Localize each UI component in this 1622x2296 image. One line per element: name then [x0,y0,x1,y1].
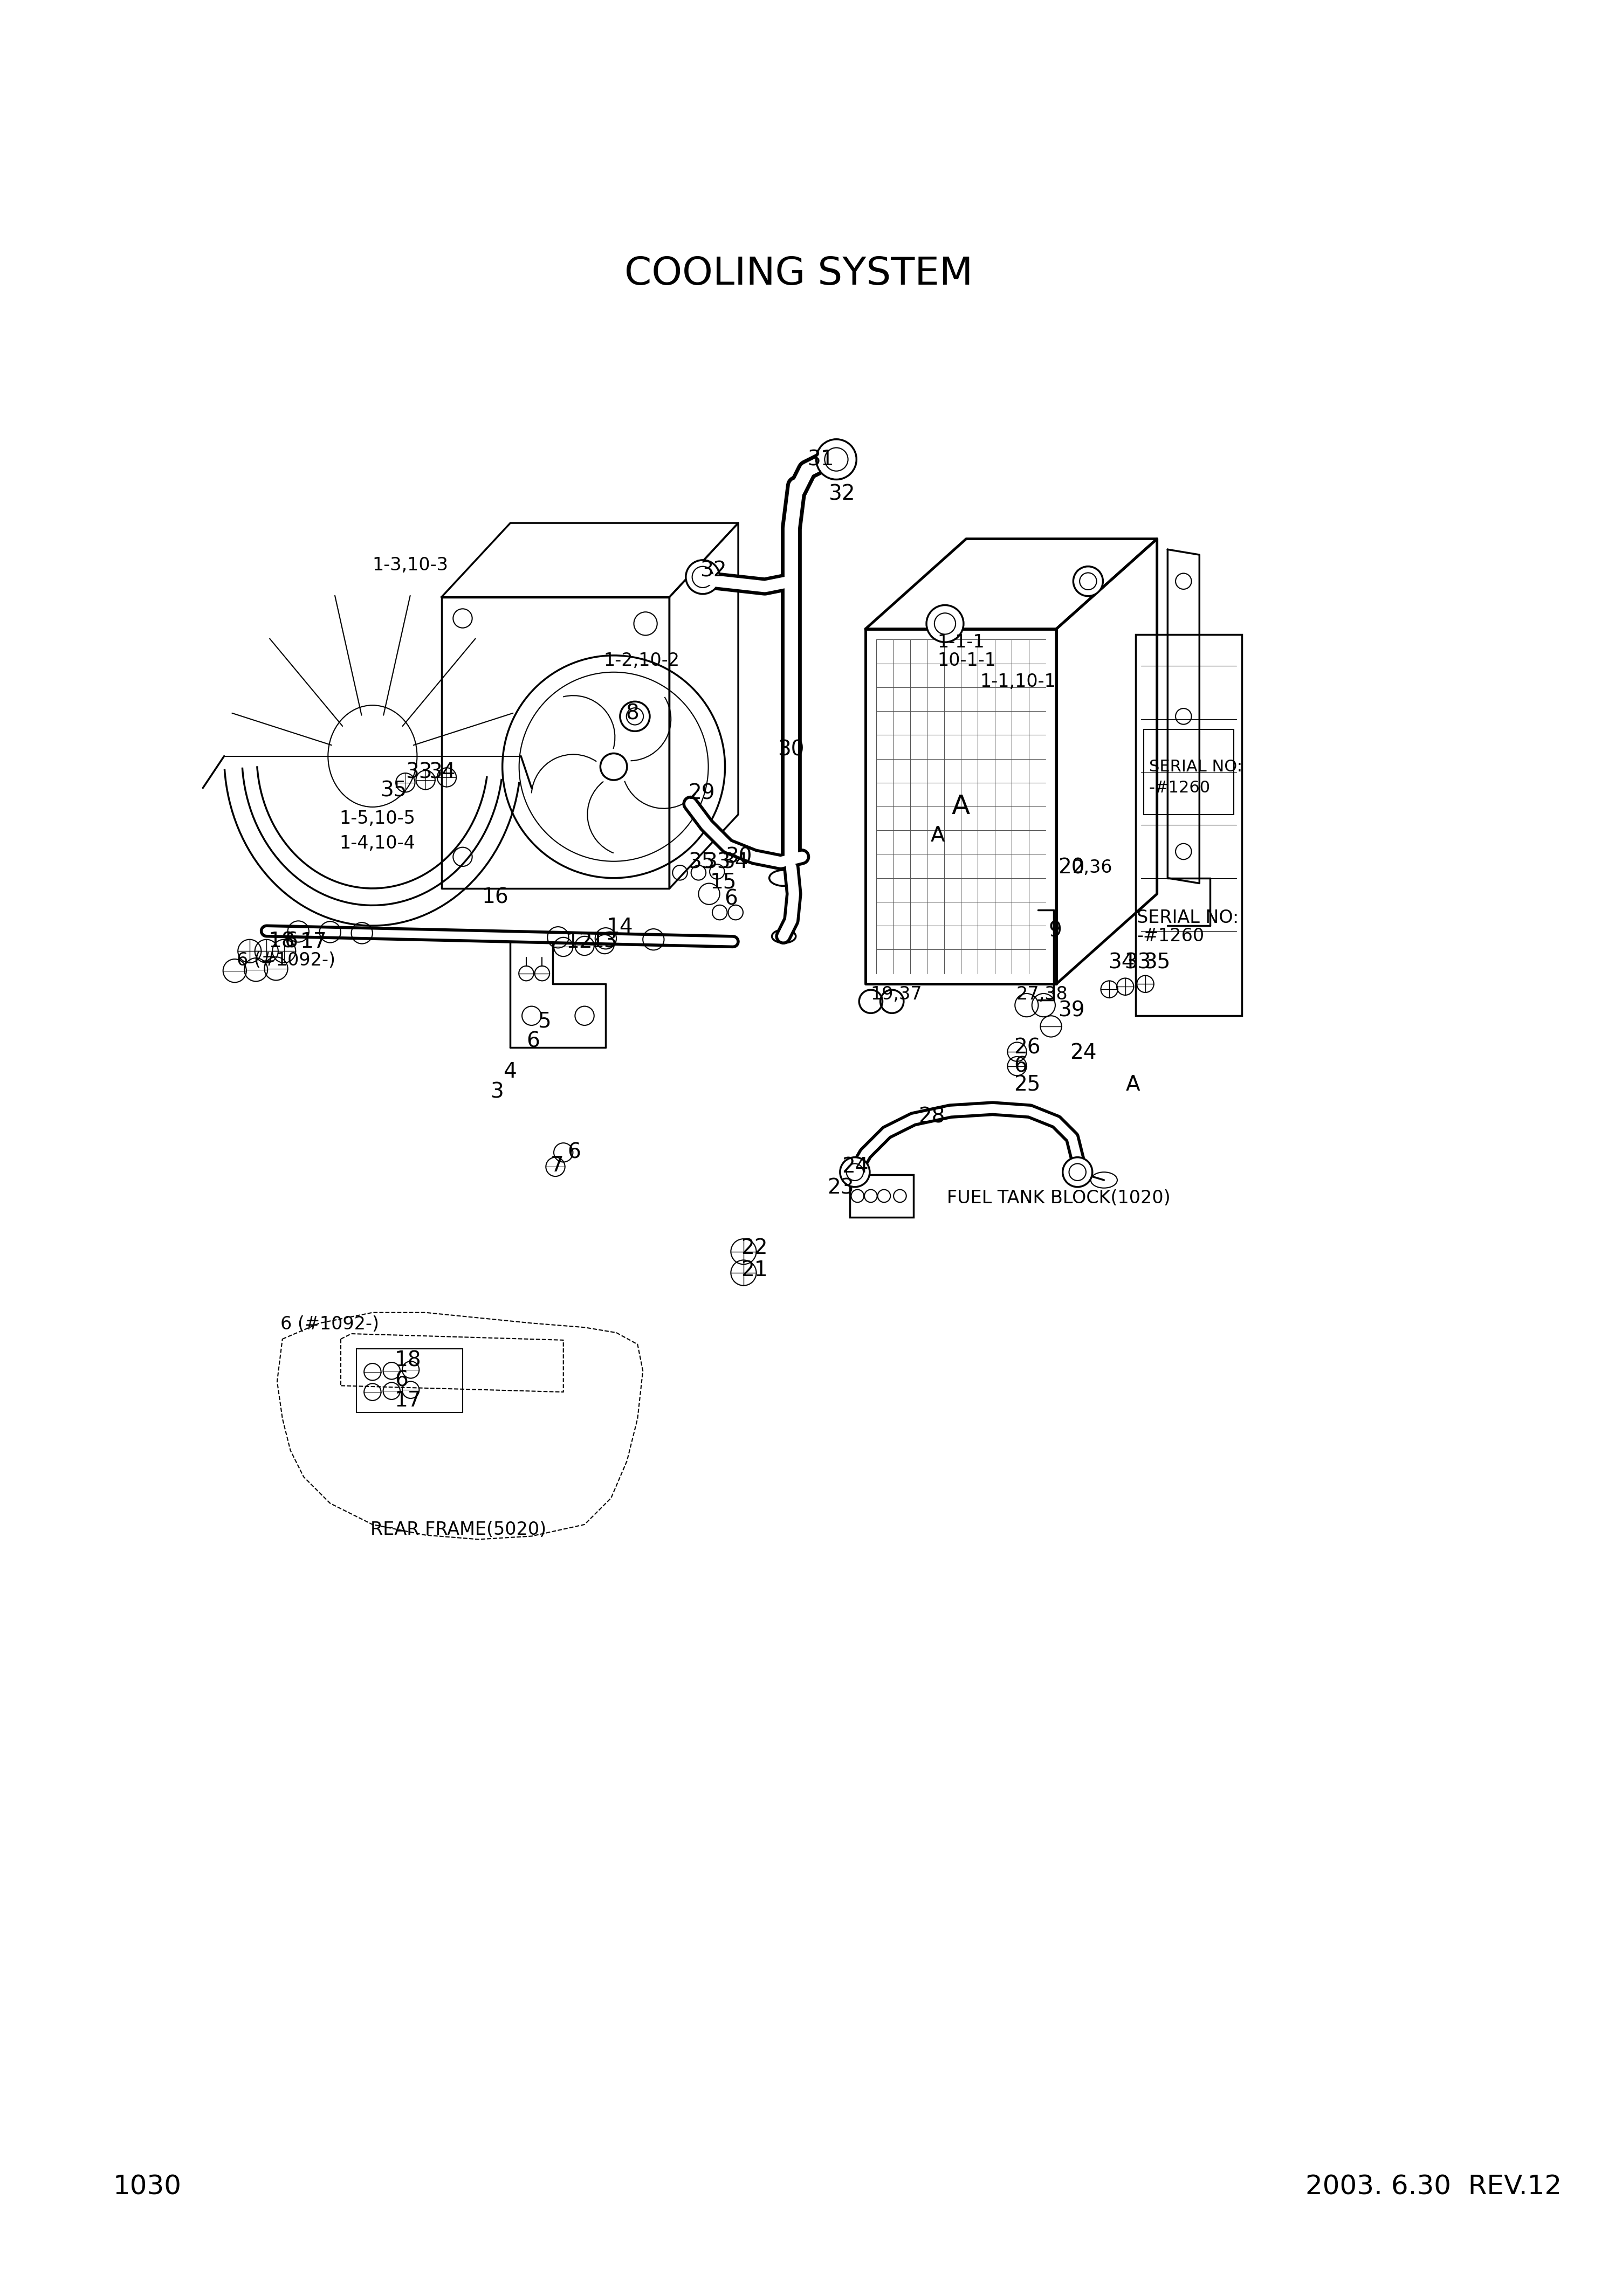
Text: 32: 32 [829,484,855,505]
Text: 7: 7 [550,1155,564,1176]
Bar [1135,634,1242,1015]
Text: 4: 4 [503,1061,516,1081]
Text: 3: 3 [490,1081,503,1102]
Text: 6: 6 [526,1031,540,1052]
Text: 6: 6 [568,1143,581,1162]
Text: 8: 8 [626,703,639,723]
Text: 9: 9 [1048,921,1062,941]
Circle shape [840,1157,869,1187]
Text: 6 (#1092-): 6 (#1092-) [281,1316,380,1334]
Text: 16: 16 [482,886,509,907]
Text: 18: 18 [268,932,295,953]
Text: 35: 35 [1144,953,1171,974]
Text: 6 (#1092-): 6 (#1092-) [237,951,336,969]
Text: 12: 12 [566,932,592,953]
Text: 21: 21 [741,1261,767,1281]
Text: 1-2,10-2: 1-2,10-2 [603,652,680,670]
Text: 19,37: 19,37 [871,985,923,1003]
Text: 1-4,10-4: 1-4,10-4 [339,836,415,852]
Text: 22: 22 [741,1238,767,1258]
Text: 35: 35 [380,781,407,801]
Circle shape [686,560,720,595]
Circle shape [816,439,856,480]
Text: 31: 31 [808,450,834,471]
Bar [357,1348,462,1412]
Bar [1144,730,1234,815]
Text: A: A [931,824,944,845]
Circle shape [620,703,650,730]
Text: 23: 23 [827,1178,855,1199]
Text: 24: 24 [842,1157,868,1178]
Text: 13: 13 [590,932,618,953]
Text: 1-1,10-1: 1-1,10-1 [980,673,1056,691]
Text: 27,38: 27,38 [1015,985,1067,1003]
Text: 30: 30 [777,739,805,760]
Text: 30: 30 [725,847,753,868]
Text: A: A [952,794,970,820]
Text: 17: 17 [394,1391,422,1410]
Text: A: A [1126,1075,1140,1095]
Text: 34: 34 [1108,953,1135,974]
Text: 1-3,10-3: 1-3,10-3 [373,556,449,574]
Bar [850,1176,913,1217]
Text: 2003. 6.30  REV.12: 2003. 6.30 REV.12 [1306,2174,1562,2200]
Text: 6: 6 [284,932,298,953]
Text: 2,36: 2,36 [1072,859,1113,877]
Text: 5: 5 [539,1010,551,1031]
Circle shape [1062,1157,1092,1187]
Circle shape [926,606,963,643]
Text: 33: 33 [704,852,730,872]
Text: 25: 25 [1014,1075,1041,1095]
Circle shape [1074,567,1103,597]
Text: 34: 34 [428,762,456,783]
Text: 33: 33 [1124,953,1152,974]
Text: 6: 6 [1014,1056,1027,1077]
Text: SERIAL NO:: SERIAL NO: [1137,909,1239,928]
Text: 34: 34 [722,852,748,872]
Text: 6: 6 [394,1371,409,1391]
Text: 33: 33 [406,762,431,783]
Text: 32: 32 [701,560,727,581]
Text: 15: 15 [710,872,736,893]
Text: 39: 39 [1058,1001,1085,1022]
Text: 10-1-1: 10-1-1 [938,652,996,670]
Text: 26: 26 [1014,1038,1041,1058]
Text: 6: 6 [725,889,738,909]
Text: 24: 24 [1071,1042,1096,1063]
Text: 1030: 1030 [114,2174,182,2200]
Text: REAR FRAME(5020): REAR FRAME(5020) [370,1520,547,1538]
Text: -#1260: -#1260 [1137,928,1205,946]
Text: FUEL TANK BLOCK(1020): FUEL TANK BLOCK(1020) [947,1189,1171,1208]
Text: 14: 14 [607,916,633,937]
Text: 1-1-1: 1-1-1 [938,634,985,652]
Text: COOLING SYSTEM: COOLING SYSTEM [624,255,973,292]
Text: 1-5,10-5: 1-5,10-5 [339,810,415,827]
Text: 20: 20 [1058,856,1085,877]
Text: 28: 28 [918,1107,946,1127]
Text: 29: 29 [688,783,715,804]
Text: 18: 18 [394,1350,422,1371]
Text: SERIAL NO:: SERIAL NO: [1148,760,1242,774]
Text: 35: 35 [688,852,715,872]
Text: -#1260: -#1260 [1148,781,1210,797]
Text: 17: 17 [300,932,328,953]
